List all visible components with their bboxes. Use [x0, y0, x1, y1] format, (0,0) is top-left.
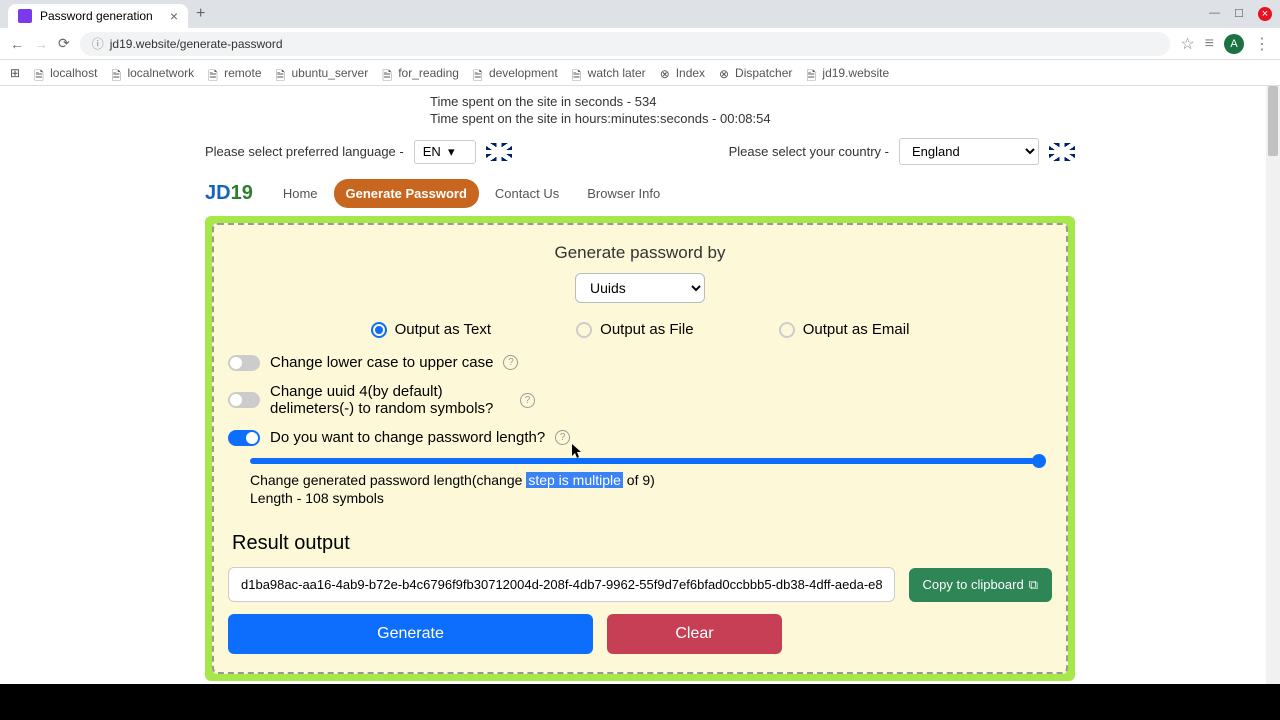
nav-browser-info[interactable]: Browser Info: [575, 179, 672, 208]
copy-icon: ⧉: [1029, 577, 1038, 593]
bookmark-remote[interactable]: 🗎remote: [208, 66, 261, 80]
bookmark-jd19[interactable]: 🗎jd19.website: [806, 66, 889, 80]
minimize-button[interactable]: —: [1209, 7, 1220, 21]
bookmark-dev[interactable]: 🗎development: [473, 66, 558, 80]
slider-thumb[interactable]: [1032, 454, 1046, 468]
radio-icon: [576, 322, 592, 338]
radio-icon: [779, 322, 795, 338]
output-text-radio[interactable]: Output as Text: [371, 321, 491, 338]
page-content: Time spent on the site in seconds - 534 …: [0, 86, 1280, 720]
result-output[interactable]: [228, 567, 895, 602]
close-icon[interactable]: ×: [170, 8, 178, 24]
tab-favicon: [18, 9, 32, 23]
new-tab-button[interactable]: +: [196, 5, 205, 23]
menu-icon[interactable]: ⋮: [1254, 34, 1270, 54]
black-bottom-bar: [0, 684, 1280, 720]
bookmark-watch[interactable]: 🗎watch later: [572, 66, 646, 80]
output-file-radio[interactable]: Output as File: [576, 321, 693, 338]
close-window-button[interactable]: ×: [1258, 7, 1272, 21]
country-select[interactable]: England: [899, 138, 1039, 165]
apps-button[interactable]: ⊞: [10, 66, 20, 80]
output-email-radio[interactable]: Output as Email: [779, 321, 910, 338]
generate-button[interactable]: Generate: [228, 614, 593, 654]
radio-icon: [371, 322, 387, 338]
clear-button[interactable]: Clear: [607, 614, 782, 654]
bookmark-dispatcher[interactable]: ⊗Dispatcher: [719, 66, 792, 80]
bookmark-reading[interactable]: 🗎for_reading: [382, 66, 459, 80]
profile-avatar[interactable]: A: [1224, 34, 1244, 54]
maximize-button[interactable]: ☐: [1234, 7, 1244, 21]
bookmarks-bar: ⊞ 🗎localhost 🗎localnetwork 🗎remote 🗎ubun…: [0, 60, 1280, 86]
back-button[interactable]: ←: [10, 36, 24, 52]
uppercase-toggle[interactable]: [228, 355, 260, 371]
language-select[interactable]: EN ▾: [414, 140, 476, 164]
window-controls: — ☐ ×: [1209, 7, 1272, 21]
nav-generate-password[interactable]: Generate Password: [334, 179, 479, 208]
site-info-icon[interactable]: ⓘ: [92, 35, 104, 52]
bookmark-index[interactable]: ⊗Index: [660, 66, 705, 80]
nav-contact[interactable]: Contact Us: [483, 179, 571, 208]
generate-by-label: Generate password by: [228, 243, 1052, 263]
help-icon[interactable]: ?: [503, 355, 518, 370]
bookmark-localhost[interactable]: 🗎localhost: [34, 66, 97, 80]
language-label: Please select preferred language -: [205, 144, 404, 159]
slider-description: Change generated password length(change …: [250, 472, 1052, 488]
reload-button[interactable]: ⟳: [58, 35, 70, 52]
nav-home[interactable]: Home: [271, 179, 330, 208]
generate-method-select[interactable]: Uuids: [575, 273, 705, 303]
forward-button[interactable]: →: [34, 36, 48, 52]
browser-tab-bar: Password generation × + — ☐ ×: [0, 0, 1280, 28]
copy-button[interactable]: Copy to clipboard⧉: [909, 568, 1052, 602]
delimiter-label: Change uuid 4(by default) delimeters(-) …: [270, 383, 510, 417]
bookmark-star-icon[interactable]: ☆: [1180, 34, 1194, 54]
help-icon[interactable]: ?: [555, 430, 570, 445]
url-input[interactable]: ⓘ jd19.website/generate-password: [80, 32, 1171, 56]
country-flag-icon: [1049, 143, 1075, 161]
result-title: Result output: [232, 532, 1052, 555]
length-toggle-label: Do you want to change password length?: [270, 429, 545, 446]
bookmark-localnetwork[interactable]: 🗎localnetwork: [111, 66, 194, 80]
site-logo[interactable]: JD19: [205, 182, 253, 205]
delimiter-toggle[interactable]: [228, 392, 260, 408]
browser-tab[interactable]: Password generation ×: [8, 4, 188, 28]
length-toggle[interactable]: [228, 430, 260, 446]
time-seconds: Time spent on the site in seconds - 534: [430, 94, 1075, 109]
scrollbar[interactable]: [1266, 86, 1280, 720]
uppercase-label: Change lower case to upper case: [270, 354, 493, 371]
tab-title: Password generation: [40, 9, 153, 23]
bookmark-ubuntu[interactable]: 🗎ubuntu_server: [276, 66, 369, 80]
help-icon[interactable]: ?: [520, 393, 535, 408]
main-nav: JD19 Home Generate Password Contact Us B…: [205, 179, 1075, 208]
length-value: Length - 108 symbols: [250, 490, 1052, 506]
generator-panel: Generate password by Uuids Output as Tex…: [205, 216, 1075, 681]
address-bar: ← → ⟳ ⓘ jd19.website/generate-password ☆…: [0, 28, 1280, 60]
length-slider[interactable]: [250, 458, 1040, 464]
language-flag-icon: [486, 143, 512, 161]
country-label: Please select your country -: [729, 144, 889, 159]
reading-list-icon[interactable]: ≡: [1205, 35, 1214, 53]
time-hms: Time spent on the site in hours:minutes:…: [430, 111, 1075, 126]
